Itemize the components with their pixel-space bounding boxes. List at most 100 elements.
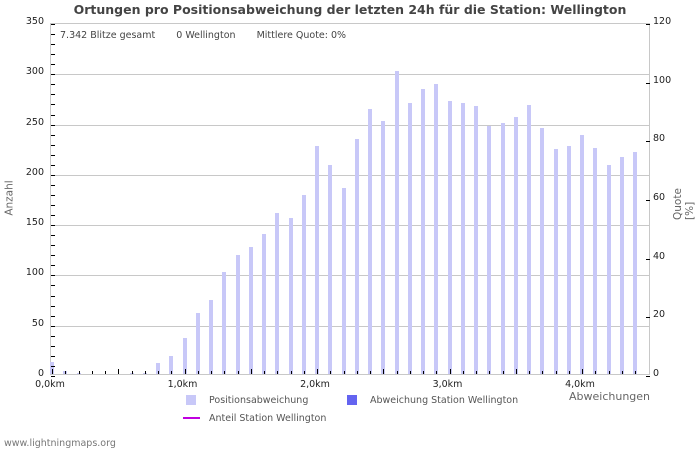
y-tick [51,64,55,66]
bar-positionsabweichung [394,71,399,374]
bar-positionsabweichung [434,84,439,374]
y-tick-label: 200 [25,166,44,178]
x-tick [65,371,67,374]
legend-swatch-station [347,395,357,405]
x-tick [635,371,636,374]
x-tick [105,371,106,374]
y-tick [51,235,55,237]
y2-tick-label: 40 [653,250,666,262]
x-tick [515,369,517,374]
y-tick [51,275,55,277]
y-tick [51,215,55,217]
bar-positionsabweichung [619,156,624,374]
x-tick-label: 2,0km [300,379,330,390]
y-tick [51,124,55,126]
x-tick [356,371,358,374]
y2-tick [646,82,650,84]
y-tick [51,184,55,186]
y2-tick [646,317,650,319]
bar-positionsabweichung [633,151,637,374]
plot-area [50,23,650,377]
gridline [51,174,649,176]
bar-positionsabweichung [315,145,319,374]
gridline [51,124,649,126]
x-tick [91,371,93,374]
gridline [51,275,649,277]
summary-info: 7.342 Blitze gesamt 0 Wellington Mittler… [60,30,364,41]
y-tick [51,295,55,297]
bar-positionsabweichung [474,106,478,374]
y-tick-label: 0 [37,368,44,379]
bar-positionsabweichung [341,187,346,374]
y-tick [51,345,55,347]
x-tick [568,371,570,374]
x-tick [250,369,252,374]
x-tick-label: 3,0km [432,379,463,390]
y-tick-label: 350 [25,16,44,27]
x-tick [449,369,451,374]
x-tick [436,371,438,374]
gridline [51,74,649,76]
bar-positionsabweichung [209,299,213,374]
y-tick [51,355,55,357]
x-tick [396,371,398,374]
y2-tick-label: 80 [653,133,666,145]
y2-tick-label: 20 [653,309,666,321]
x-tick-label: 4,0km [565,379,595,390]
y-tick [51,144,55,146]
footer-link[interactable]: www.lightningmaps.org [4,438,116,449]
y2-tick [646,141,650,143]
bar-positionsabweichung [262,234,266,374]
y-tick [51,164,55,166]
bar-positionsabweichung [288,218,293,374]
bar-positionsabweichung [354,138,359,374]
y-tick [51,94,55,96]
y-tick [51,154,55,156]
x-tick [621,371,623,374]
bar-positionsabweichung [195,312,200,374]
bar-positionsabweichung [500,122,505,374]
y-tick [51,104,55,106]
legend-positions: Positionsabweichung [209,395,309,406]
y-tick [51,74,55,76]
y2-axis-title: Quote [%] [672,188,696,220]
x-tick [370,371,371,374]
x-tick [277,371,279,374]
gridline [51,325,649,327]
station-strikes: 0 Wellington [176,30,236,41]
bar-positionsabweichung [50,361,54,374]
y2-tick [646,258,650,260]
x-tick [476,371,477,374]
x-tick [595,371,597,374]
y2-tick-label: 120 [653,16,672,27]
y-tick-label: 100 [25,267,44,279]
x-tick [171,371,173,374]
legend-line-anteil [183,417,200,419]
y-tick [51,174,55,176]
y2-tick-label: 60 [653,192,666,203]
x-tick [542,371,544,374]
x-tick [264,371,265,374]
bar-positionsabweichung [381,120,386,374]
bar-positionsabweichung [222,272,227,374]
gridline [51,225,649,227]
y-tick [51,376,55,377]
y-axis-title: Anzahl [3,180,16,216]
bar-positionsabweichung [593,147,598,374]
x-tick [118,369,120,374]
x-tick [224,371,226,374]
y-tick [51,134,55,136]
bar-positionsabweichung [513,116,518,374]
y-tick [51,255,55,257]
x-tick [211,371,212,374]
x-tick [608,371,610,374]
x-tick [555,371,557,374]
y-tick [51,325,55,327]
bar-positionsabweichung [527,105,531,374]
x-tick [131,371,133,374]
x-tick [383,369,385,374]
x-tick [78,371,80,374]
bar-positionsabweichung [460,103,465,374]
x-tick [158,371,159,374]
bar-positionsabweichung [235,255,240,374]
